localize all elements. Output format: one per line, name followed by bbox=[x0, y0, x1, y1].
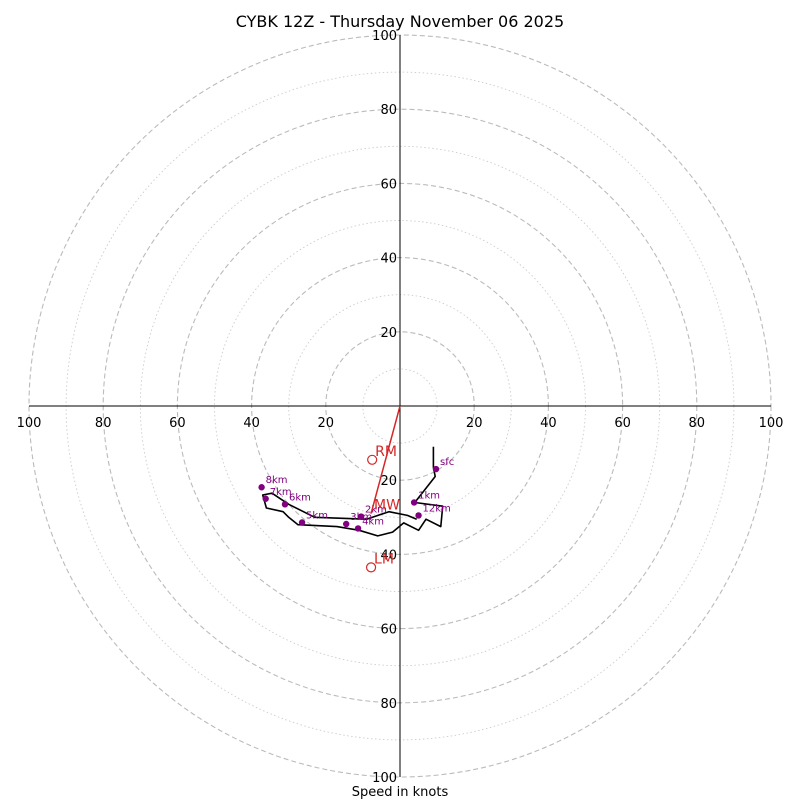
height-marker-7km bbox=[262, 495, 269, 502]
height-marker-label-3km: 3km bbox=[350, 512, 372, 523]
y-tick-label-bottom-80: 80 bbox=[380, 697, 397, 712]
wind-profile bbox=[261, 446, 444, 537]
height-marker-6km bbox=[281, 501, 289, 508]
x-tick-label-right-100: 100 bbox=[759, 416, 784, 431]
x-tick-label-left-100: 100 bbox=[17, 416, 42, 431]
y-tick-label-top-20: 20 bbox=[380, 326, 397, 341]
height-marker-8km bbox=[258, 484, 265, 491]
storm-motion-label-lm: LM bbox=[374, 551, 394, 567]
y-tick-label-bottom-60: 60 bbox=[380, 623, 397, 638]
height-marker-label-4km: 4km bbox=[362, 516, 384, 527]
height-marker-label-12km: 12km bbox=[423, 503, 451, 514]
chart-title: CYBK 12Z - Thursday November 06 2025 bbox=[236, 12, 564, 31]
x-tick-label-right-60: 60 bbox=[614, 416, 631, 431]
storm-motion-label-mw: MW bbox=[374, 498, 400, 514]
x-tick-label-left-20: 20 bbox=[318, 416, 335, 431]
x-tick-label-right-20: 20 bbox=[466, 416, 483, 431]
height-marker-3km bbox=[343, 520, 350, 528]
x-tick-label-right-40: 40 bbox=[540, 416, 557, 431]
height-marker-label-8km: 8km bbox=[266, 475, 288, 486]
height-marker-label-2km: 2km bbox=[365, 505, 387, 516]
y-tick-label-top-80: 80 bbox=[380, 103, 397, 118]
y-tick-label-bottom-40: 40 bbox=[380, 548, 397, 563]
height-marker-4km bbox=[354, 525, 362, 532]
storm-motion: RM LM MW bbox=[365, 405, 401, 573]
x-tick-label-right-80: 80 bbox=[689, 416, 706, 431]
height-marker-2km bbox=[357, 513, 365, 520]
height-marker-5km bbox=[298, 519, 306, 526]
height-marker-1km bbox=[410, 499, 418, 506]
y-tick-label-top-40: 40 bbox=[380, 252, 397, 267]
height-marker-label-5km: 5km bbox=[306, 510, 328, 521]
height-marker-label-6km: 6km bbox=[289, 492, 311, 503]
y-tick-label-bottom-20: 20 bbox=[380, 474, 397, 489]
y-tick-label-top-60: 60 bbox=[380, 177, 397, 192]
storm-motion-label-rm: RM bbox=[375, 444, 397, 460]
y-tick-label-top-100: 100 bbox=[372, 29, 397, 44]
height-marker-label-1km: 1km bbox=[418, 490, 440, 501]
x-tick-label-left-40: 40 bbox=[243, 416, 260, 431]
x-tick-label-left-80: 80 bbox=[95, 416, 112, 431]
storm-motion-marker-rm bbox=[367, 454, 378, 465]
height-marker-12km bbox=[415, 512, 422, 519]
height-marker-sfc bbox=[432, 465, 440, 473]
storm-motion-vector bbox=[370, 405, 401, 514]
tick-labels: 20 20 20 20 40 40 40 40 60 60 60 60 80 80 80 80 100 100 10… bbox=[17, 29, 784, 786]
wind-profile-line bbox=[261, 446, 444, 537]
x-axis-label: Speed in knots bbox=[352, 785, 449, 800]
x-tick-label-left-60: 60 bbox=[169, 416, 186, 431]
storm-motion-marker-lm bbox=[365, 562, 377, 573]
y-tick-label-bottom-100: 100 bbox=[372, 771, 397, 786]
height-marker-label-sfc: sfc bbox=[440, 457, 454, 468]
height-marker-label-7km: 7km bbox=[270, 487, 292, 498]
